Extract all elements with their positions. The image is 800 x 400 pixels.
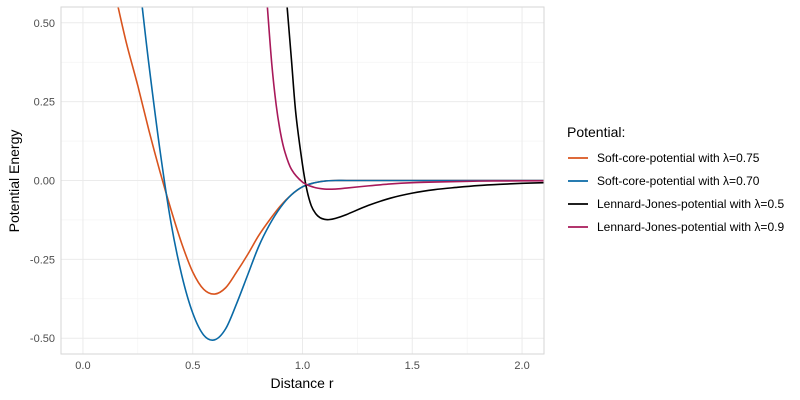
plot-border — [60, 6, 545, 355]
series-line-soft-core-potential-with-0-70 — [141, 7, 544, 341]
legend: Potential: Soft-core-potential with λ=0.… — [567, 124, 784, 234]
series-line-lennard-jones-potential-with-0-5 — [286, 7, 544, 221]
x-axis-title: Distance r — [270, 375, 333, 391]
series-line-lennard-jones-potential-with-0-9 — [266, 7, 544, 190]
y-tick-label: -0.25 — [30, 254, 55, 266]
grid-lines — [61, 7, 544, 354]
tick-labels: 0.0 0.5 1.0 1.5 2.0 0.50 0.25 0.00 -0.25 -0.50 — [30, 18, 530, 372]
legend-label: Soft-core-potential with λ=0.75 — [597, 151, 760, 165]
legend-title: Potential: — [567, 124, 625, 140]
legend-label: Lennard-Jones-potential with λ=0.9 — [597, 220, 784, 234]
x-tick-label: 1.0 — [295, 360, 310, 372]
series-lines — [117, 7, 544, 341]
y-tick-label: 0.50 — [34, 18, 55, 30]
x-tick-label: 2.0 — [514, 360, 529, 372]
legend-label: Lennard-Jones-potential with λ=0.5 — [597, 197, 784, 211]
x-tick-label: 0.0 — [75, 360, 90, 372]
x-tick-label: 1.5 — [405, 360, 420, 372]
legend-items: Soft-core-potential with λ=0.75 Soft-core… — [568, 151, 784, 234]
legend-label: Soft-core-potential with λ=0.70 — [597, 174, 760, 188]
y-tick-label: -0.50 — [30, 333, 55, 345]
y-tick-label: 0.00 — [34, 176, 55, 188]
y-axis-title: Potential Energy — [6, 130, 22, 233]
x-tick-label: 0.5 — [185, 360, 200, 372]
y-tick-label: 0.25 — [34, 97, 55, 109]
